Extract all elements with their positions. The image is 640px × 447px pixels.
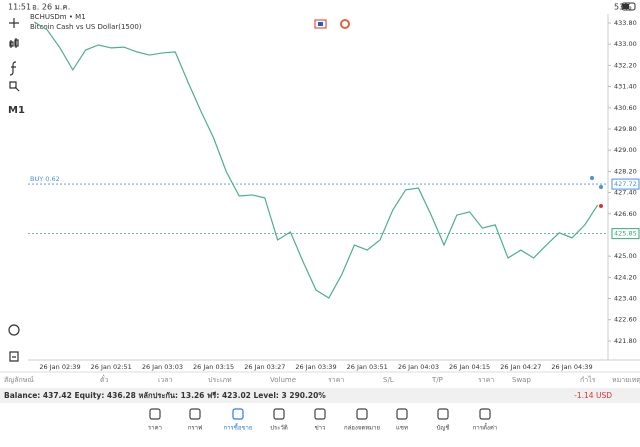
x-tick-label: 26 Jan 02:51 xyxy=(91,363,132,371)
y-tick-label: 424.20 xyxy=(614,273,637,281)
price-tag xyxy=(611,178,640,190)
draw-tool[interactable] xyxy=(9,81,20,92)
y-tick-label: 431.40 xyxy=(614,83,637,91)
column-header: ราคา xyxy=(328,376,344,384)
nav-icon[interactable] xyxy=(189,408,201,420)
column-header: Volume xyxy=(270,376,296,384)
y-tick-label: 421.80 xyxy=(614,337,637,345)
column-header: หมายเหตุ xyxy=(612,376,640,384)
y-tick-label: 429.00 xyxy=(614,146,637,154)
y-tick-label: 427.40 xyxy=(614,189,637,197)
indicator-tool[interactable] xyxy=(9,38,19,48)
account-summary: Balance: 437.42 Equity: 436.28 หลักประกั… xyxy=(4,391,326,400)
x-tick-label: 26 Jan 03:39 xyxy=(295,363,336,371)
y-tick-label: 429.80 xyxy=(614,125,637,133)
object-tool[interactable] xyxy=(9,61,17,76)
position-label: BUY 0.62 xyxy=(30,175,60,183)
x-tick-label: 26 Jan 03:51 xyxy=(347,363,388,371)
nav-icon[interactable] xyxy=(149,408,161,420)
price-line-series xyxy=(34,21,599,299)
coin-icon xyxy=(340,19,350,29)
price-tag xyxy=(611,228,640,240)
nav-icon[interactable] xyxy=(479,408,491,420)
exit-marker xyxy=(599,204,603,208)
search-tool[interactable] xyxy=(8,324,20,336)
nav-icon[interactable] xyxy=(356,408,368,420)
column-header: สัญลักษณ์ xyxy=(4,376,34,384)
nav-label[interactable]: การตั้งค่า xyxy=(473,422,497,432)
new-order-tool[interactable] xyxy=(9,351,19,362)
timeframe[interactable]: M1 xyxy=(8,105,25,116)
column-header: T/P xyxy=(431,376,443,384)
y-tick-label: 432.20 xyxy=(614,61,637,69)
nav-label[interactable]: กล่องจดหมาย xyxy=(344,425,380,432)
crosshair-tool[interactable] xyxy=(9,18,19,28)
entry-marker xyxy=(599,185,603,189)
nav-icon[interactable] xyxy=(273,408,285,420)
nav-icon[interactable] xyxy=(232,408,244,420)
column-header: Swap xyxy=(512,376,531,384)
nav-label[interactable]: ประวัติ xyxy=(270,425,288,432)
nav-icon[interactable] xyxy=(314,408,326,420)
chart-title: BCHUSDm • M1 xyxy=(30,13,86,21)
flag-icon-inner xyxy=(318,22,323,26)
clock: 11:51 xyxy=(8,3,31,12)
x-tick-label: 26 Jan 04:03 xyxy=(398,363,439,371)
nav-label[interactable]: ข่าว xyxy=(315,425,326,432)
y-tick-label: 433.00 xyxy=(614,40,637,48)
battery-icon xyxy=(621,2,636,11)
price-tag-label: 427.72 xyxy=(614,180,637,188)
entry-marker xyxy=(590,176,594,180)
x-tick-label: 26 Jan 03:27 xyxy=(244,363,285,371)
nav-icon[interactable] xyxy=(396,408,408,420)
y-tick-label: 433.80 xyxy=(614,19,637,27)
x-tick-label: 26 Jan 04:39 xyxy=(551,363,592,371)
account-profit: -1.14 USD xyxy=(574,391,612,400)
nav-label[interactable]: ราคา xyxy=(148,425,162,432)
y-tick-label: 422.60 xyxy=(614,316,637,324)
x-tick-label: 26 Jan 03:15 xyxy=(193,363,234,371)
y-tick-label: 425.00 xyxy=(614,252,637,260)
y-tick-label: 426.60 xyxy=(614,210,637,218)
battery-level xyxy=(623,4,629,9)
x-tick-label: 26 Jan 03:03 xyxy=(142,363,183,371)
date: อ. 26 ม.ค. xyxy=(32,3,70,12)
nav-label[interactable]: บัญชี xyxy=(437,424,450,432)
column-header: เวลา xyxy=(158,376,173,384)
y-tick-label: 428.20 xyxy=(614,167,637,175)
nav-label[interactable]: การซื้อขาย xyxy=(224,422,253,432)
y-tick-label: 423.40 xyxy=(614,295,637,303)
nav-label[interactable]: แชท xyxy=(396,425,408,432)
column-header: ราคา xyxy=(478,376,494,384)
column-header: กำไร xyxy=(580,375,596,384)
account-bar xyxy=(0,388,640,403)
x-tick-label: 26 Jan 04:15 xyxy=(449,363,490,371)
price-tag-label: 425.85 xyxy=(614,230,637,238)
nav-label[interactable]: กราฟ xyxy=(188,425,202,432)
chart-subtitle: Bitcoin Cash vs US Dollar(1500) xyxy=(30,23,142,31)
column-header: ตั๋ว xyxy=(100,375,109,384)
nav-icon[interactable] xyxy=(437,408,449,420)
x-tick-label: 26 Jan 04:27 xyxy=(500,363,541,371)
column-header: ประเภท xyxy=(208,376,232,384)
column-header: S/L xyxy=(383,376,394,384)
y-tick-label: 430.60 xyxy=(614,104,637,112)
x-tick-label: 26 Jan 02:39 xyxy=(39,363,80,371)
